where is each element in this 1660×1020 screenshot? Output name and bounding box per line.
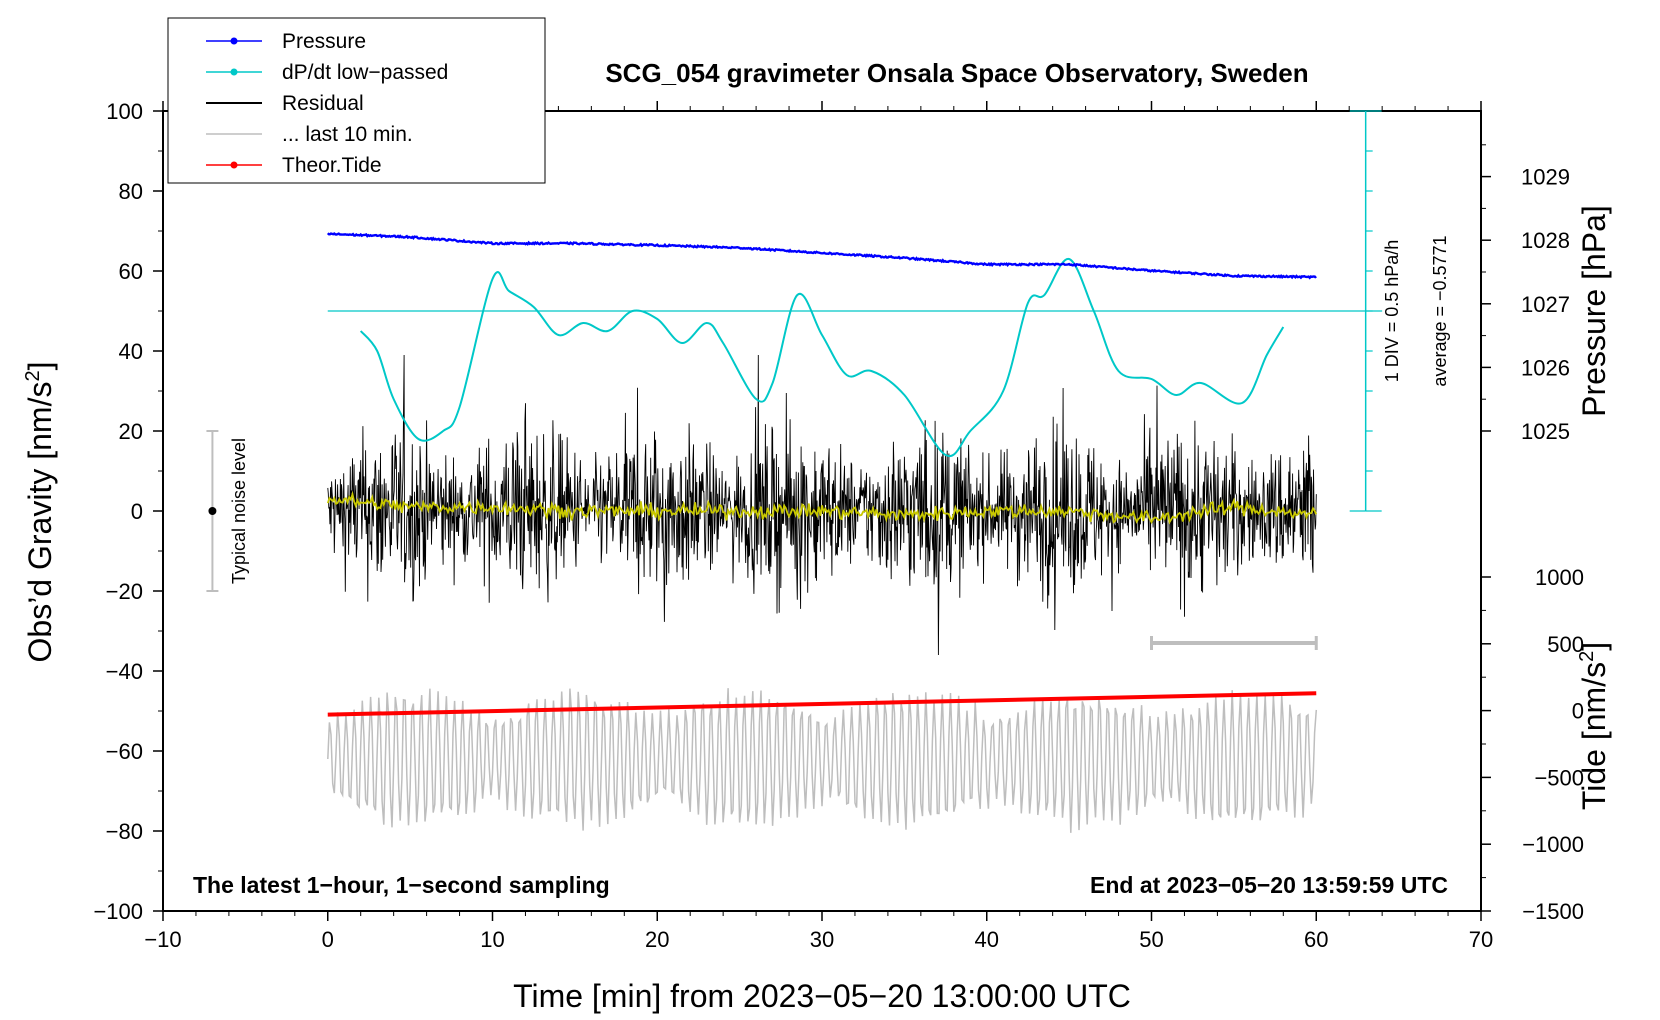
y-tick-label: 0 xyxy=(131,499,143,524)
legend-marker xyxy=(230,68,238,76)
ref-line-group xyxy=(327,110,1383,512)
legend: Pressure dP/dt low−passed Residual ... last… xyxy=(167,17,546,184)
residual-line xyxy=(327,354,1317,656)
tide-line xyxy=(327,691,1317,717)
tide-tick-label: −500 xyxy=(1534,765,1584,790)
scale-bar-label: 1 DIV = 0.5 hPa/h xyxy=(1382,240,1402,383)
tide-tick-label: 500 xyxy=(1547,632,1584,657)
pressure-axis-label: Pressure [hPa] xyxy=(1576,205,1612,417)
dpdt-group xyxy=(359,258,1285,458)
y-axis-label-main: Obs’d Gravity [nm/s xyxy=(22,382,58,663)
last10-line xyxy=(327,688,1318,833)
residual-smoothed-group xyxy=(326,490,1318,525)
y-tick-label: 60 xyxy=(119,259,143,284)
pressure-tick-label: 1029 xyxy=(1521,165,1570,190)
legend-label: Theor.Tide xyxy=(282,154,382,177)
x-axis-ticks: −10 0 10 20 30 40 50 60 70 xyxy=(144,101,1493,952)
x-tick-label: 10 xyxy=(480,927,504,952)
x-tick-label: 30 xyxy=(810,927,834,952)
pressure-group xyxy=(326,232,1317,280)
legend-marker xyxy=(230,37,238,45)
y-axis-label-sup: 2 xyxy=(22,370,44,381)
y-tick-label: −100 xyxy=(93,899,143,924)
noise-bar-dot xyxy=(208,507,217,515)
residual-group xyxy=(327,354,1317,656)
tide-axis-label-end: ] xyxy=(1576,642,1612,651)
residual-smoothed-line xyxy=(326,490,1318,525)
y-axis-ticks: −100 −80 −60 −40 −20 0 20 40 60 80 100 xyxy=(93,99,163,924)
x-tick-label: 60 xyxy=(1304,927,1328,952)
pressure-tick-label: 1027 xyxy=(1521,292,1570,317)
tide-tick-label: 1000 xyxy=(1535,565,1584,590)
tide-group xyxy=(327,691,1317,717)
note-left: The latest 1−hour, 1−second sampling xyxy=(193,872,610,898)
pressure-tick-label: 1025 xyxy=(1521,419,1570,444)
annotation-group xyxy=(206,430,219,592)
tide-tick-label: −1500 xyxy=(1522,899,1584,924)
y-tick-label: 100 xyxy=(106,99,143,124)
tide-tick-label: −1000 xyxy=(1522,832,1584,857)
scale-bar-average: average = −0.5771 xyxy=(1430,235,1450,386)
legend-marker xyxy=(230,161,238,169)
x-axis-label: Time [min] from 2023−05−20 13:00:00 UTC xyxy=(513,978,1131,1014)
y-tick-label: −40 xyxy=(106,659,143,684)
note-right: End at 2023−05−20 13:59:59 UTC xyxy=(1090,872,1448,898)
tide-axis-label: Tide [nm/s2] xyxy=(1576,642,1612,810)
y-tick-label: −80 xyxy=(106,819,143,844)
legend-label: Residual xyxy=(282,92,364,115)
x-tick-label: 50 xyxy=(1139,927,1163,952)
legend-label: dP/dt low−passed xyxy=(282,61,448,84)
chart-title: SCG_054 gravimeter Onsala Space Observat… xyxy=(605,58,1308,88)
x-tick-label: 40 xyxy=(975,927,999,952)
noise-level-label: Typical noise level xyxy=(229,438,249,584)
last10-group xyxy=(327,636,1318,833)
pressure-tick-label: 1028 xyxy=(1521,228,1570,253)
pressure-tick-label: 1026 xyxy=(1521,355,1570,380)
y-axis-label-end: ] xyxy=(22,362,58,371)
legend-label: ... last 10 min. xyxy=(282,123,413,146)
y-tick-label: −20 xyxy=(106,579,143,604)
x-tick-label: 70 xyxy=(1469,927,1493,952)
x-tick-label: 0 xyxy=(322,927,334,952)
tide-axis-label-sup: 2 xyxy=(1576,651,1598,662)
tide-tick-label: 0 xyxy=(1572,699,1584,724)
y-tick-label: 80 xyxy=(119,179,143,204)
tide-axis-ticks: −1500 −1000 −500 0 500 1000 xyxy=(1481,565,1584,924)
y-axis-label: Obs’d Gravity [nm/s2] xyxy=(22,362,58,663)
legend-label: Pressure xyxy=(282,30,366,53)
y-tick-label: 40 xyxy=(119,339,143,364)
x-tick-label: −10 xyxy=(144,927,181,952)
y-tick-label: −60 xyxy=(106,739,143,764)
y-tick-label: 20 xyxy=(119,419,143,444)
pressure-line xyxy=(326,232,1317,280)
pressure-axis-ticks: 1025 1026 1027 1028 1029 xyxy=(1481,144,1570,444)
x-tick-label: 20 xyxy=(645,927,669,952)
dpdt-line xyxy=(359,258,1285,458)
tide-axis-label-main: Tide [nm/s xyxy=(1576,662,1612,810)
